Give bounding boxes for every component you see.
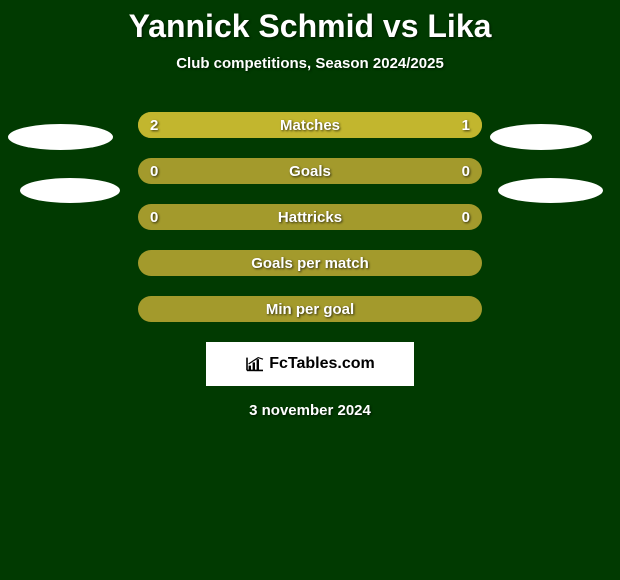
stat-label: Matches [138, 112, 482, 138]
stat-row: Hattricks0 0 [138, 204, 482, 230]
player-ellipse [20, 178, 120, 203]
player-ellipse [8, 124, 113, 150]
stat-value-left: 0 [150, 158, 158, 184]
stat-label: Hattricks [138, 204, 482, 230]
chart-icon [245, 356, 265, 372]
stat-row: Matches2 1 [138, 112, 482, 138]
stat-row: Goals0 0 [138, 158, 482, 184]
player-ellipse [490, 124, 592, 150]
player-ellipse [498, 178, 603, 203]
page-title: Yannick Schmid vs Lika [0, 0, 620, 45]
logo-text: FcTables.com [269, 355, 375, 373]
stat-value-right: 1 [462, 112, 470, 138]
stat-value-right: 0 [462, 204, 470, 230]
subtitle: Club competitions, Season 2024/2025 [0, 55, 620, 72]
stat-label: Goals [138, 158, 482, 184]
fctables-logo: FcTables.com [206, 342, 414, 386]
date-line: 3 november 2024 [0, 402, 620, 419]
stat-value-left: 0 [150, 204, 158, 230]
stat-row: Goals per match [138, 250, 482, 276]
stat-value-left: 2 [150, 112, 158, 138]
stat-label: Goals per match [138, 250, 482, 276]
stat-value-right: 0 [462, 158, 470, 184]
stat-row: Min per goal [138, 296, 482, 322]
stat-label: Min per goal [138, 296, 482, 322]
